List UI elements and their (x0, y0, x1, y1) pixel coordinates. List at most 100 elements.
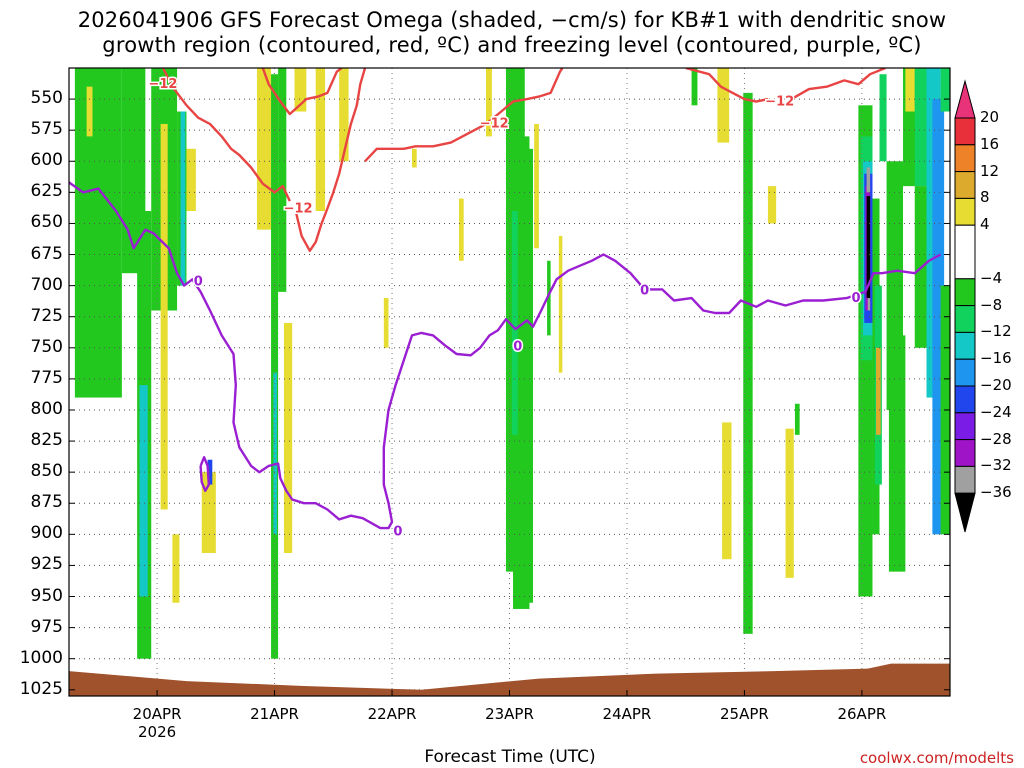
y-tick-label: 1025 (19, 678, 63, 699)
colorbar-swatch (954, 439, 976, 467)
dendritic-growth-contour-label: −12 (148, 77, 177, 92)
omega-shading-cell (767, 186, 777, 224)
colorbar-tick-label: −32 (980, 456, 1012, 475)
omega-shading-cell (86, 86, 93, 137)
omega-shading-cell (875, 347, 881, 435)
x-tick-label: 20APR (132, 705, 182, 723)
x-tick-label: 22APR (367, 705, 417, 723)
dendritic-growth-contour-label: −12 (284, 201, 313, 216)
y-tick-label: 775 (30, 367, 63, 388)
omega-shading-cell (866, 167, 871, 193)
y-tick-label: 650 (30, 212, 63, 233)
colorbar-swatch (954, 197, 976, 226)
y-tick-label: 675 (30, 243, 63, 264)
omega-shading-cell (180, 111, 186, 286)
colorbar-tick-label: 4 (980, 215, 990, 234)
omega-shading-cell (534, 123, 539, 249)
omega-shading-cell (458, 198, 464, 261)
chart-title-line-2: growth region (contoured, red, ºC) and f… (102, 33, 922, 57)
omega-shading-cell (547, 260, 551, 336)
x-tick-label: 25APR (720, 705, 769, 723)
omega-shading-cell (74, 68, 122, 398)
chart-title-line-1: 2026041906 GFS Forecast Omega (shaded, −… (77, 8, 947, 32)
y-tick-label: 725 (30, 305, 63, 326)
omega-shading-cell (186, 148, 196, 212)
omega-shading-cell (866, 196, 871, 299)
freezing-level-contour-label: 0 (194, 275, 203, 290)
colorbar-swatch (954, 331, 976, 360)
dendritic-growth-contour (261, 68, 343, 116)
omega-shading-cell (383, 298, 389, 348)
freezing-level-contour-label: 0 (393, 525, 402, 540)
omega-shading-cell (256, 68, 272, 230)
freezing-level-contour (199, 456, 210, 492)
x-tick-label: 23APR (485, 705, 534, 723)
colorbar-swatch (954, 412, 976, 441)
colorbar-swatch (954, 79, 976, 119)
y-tick-label: 875 (30, 492, 63, 513)
freezing-level-contour (69, 181, 942, 530)
colorbar-swatch (954, 224, 976, 280)
colorbar-tick-label: −12 (980, 322, 1012, 341)
omega-shading-cell (139, 385, 148, 597)
omega-shading-cell (888, 335, 906, 572)
freezing-level-contour-label: 0 (513, 339, 522, 354)
omega-shading-cell (558, 235, 563, 373)
dendritic-growth-contour (364, 68, 564, 163)
y-tick-label: 750 (30, 336, 63, 357)
omega-shading-cell (905, 68, 915, 112)
x-tick-label: 26APR (837, 705, 887, 723)
colorbar-swatch (954, 278, 976, 307)
freezing-level-contour-label: 0 (852, 291, 861, 306)
y-tick-label: 700 (30, 274, 63, 295)
omega-shading-cell (339, 68, 349, 162)
colorbar-swatch (954, 144, 976, 173)
dendritic-growth-contour (294, 68, 367, 252)
y-tick-label: 850 (30, 461, 63, 482)
omega-shading-cell (743, 92, 753, 634)
omega-shading-cell (691, 68, 698, 106)
omega-shading-cell (524, 148, 533, 603)
colorbar-swatch (954, 492, 976, 533)
omega-shading-cell (932, 99, 945, 535)
omega-shading-cell (867, 298, 871, 311)
colorbar-swatch (954, 117, 976, 146)
dendritic-growth-contour (685, 68, 769, 103)
colorbar-tick-label: −16 (980, 349, 1012, 368)
colorbar-swatch (954, 385, 976, 414)
omega-shading-cell (486, 68, 492, 137)
dendritic-growth-contour (790, 68, 886, 101)
x-tick-label: 24APR (602, 705, 652, 723)
x-tick-year-label: 2026 (138, 723, 177, 741)
source-credit: coolwx.com/modelts (859, 749, 1014, 767)
omega-shading-cell (201, 472, 216, 553)
y-tick-label: 925 (30, 554, 63, 575)
omega-shading-cell (273, 372, 277, 535)
colorbar-swatch (954, 358, 976, 387)
y-tick-label: 600 (30, 150, 63, 171)
omega-shading-cell (278, 68, 287, 292)
colorbar-tick-label: 8 (980, 188, 990, 207)
y-tick-label: 950 (30, 585, 63, 606)
dendritic-growth-contour (161, 68, 291, 202)
omega-shading-cell (412, 148, 417, 168)
omega-shading-cell (511, 211, 518, 435)
omega-shading-cell (283, 322, 293, 553)
dendritic-growth-contour-label: −12 (765, 94, 794, 109)
plot-area: 0 0 0 0 0 −12 −12 −12 −12 (69, 68, 950, 696)
omega-shading-cell (879, 74, 887, 162)
y-tick-label: 975 (30, 616, 63, 637)
x-axis-title: Forecast Time (UTC) (424, 747, 596, 767)
colorbar-tick-label: −20 (980, 376, 1012, 394)
dendritic-growth-contour-label: −12 (480, 117, 509, 132)
y-tick-label: 900 (30, 523, 63, 544)
omega-shading-cell (315, 68, 326, 212)
colorbar-tick-label: 16 (980, 134, 1000, 153)
ground-terrain (69, 663, 950, 696)
omega-shading-cell (172, 534, 180, 603)
omega-shading-cell (722, 422, 732, 560)
colorbar-tick-label: 20 (980, 108, 1000, 126)
colorbar-swatch (954, 305, 976, 333)
y-tick-label: 625 (30, 181, 63, 202)
freezing-level-contour-label: 0 (640, 283, 649, 298)
